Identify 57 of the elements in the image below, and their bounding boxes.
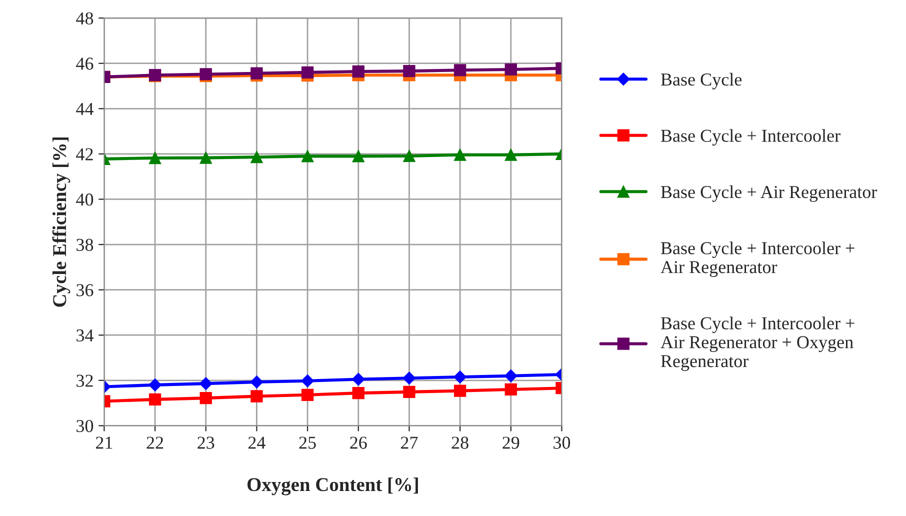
point (454, 370, 466, 384)
point (504, 148, 517, 161)
point (352, 65, 364, 78)
y-tick-label: 30 (76, 420, 94, 432)
y-tick-label: 38 (76, 238, 94, 251)
y-axis-title: Cycle Efficiency [%] (52, 137, 70, 307)
point (504, 383, 517, 396)
point (301, 374, 314, 388)
point (403, 64, 416, 78)
y-tick-label: 46 (76, 58, 94, 70)
point (504, 63, 517, 76)
point (250, 67, 263, 80)
point (403, 150, 416, 162)
point (301, 66, 314, 78)
point (403, 386, 416, 398)
y-tick-label: 32 (76, 374, 93, 387)
y-tick-label: 36 (76, 284, 94, 296)
x-tick-label: 27 (400, 436, 418, 449)
point (352, 150, 364, 162)
point (200, 152, 212, 164)
x-tick-label: 26 (350, 436, 367, 449)
point (200, 392, 212, 404)
x-tick-label: 21 (96, 436, 112, 449)
point (301, 150, 314, 162)
y-tick-label: 40 (76, 193, 94, 206)
point (402, 372, 416, 385)
legend-label: Base Cycle + Air Regenerator (660, 185, 878, 202)
x-tick-label: 25 (299, 436, 316, 449)
point (454, 148, 466, 161)
x-axis-title: Oxygen Content [%] (247, 477, 418, 496)
y-tick-label: 44 (76, 103, 94, 115)
point (148, 393, 162, 406)
x-tick-label: 23 (198, 436, 214, 449)
legend-label: Base Cycle + Intercooler (660, 129, 840, 146)
point (352, 372, 365, 386)
y-tick-label: 42 (76, 148, 93, 160)
point (148, 378, 162, 392)
y-tick-label: 48 (76, 12, 94, 24)
point (250, 376, 264, 388)
point (199, 377, 212, 390)
y-tick-label: 34 (76, 329, 94, 342)
x-tick-label: 22 (146, 436, 164, 449)
legend-label: Base Cycle + Intercooler + Air Regenerator (660, 242, 854, 277)
point (454, 384, 466, 397)
x-tick-label: 28 (452, 436, 468, 449)
x-tick-label: 24 (248, 436, 266, 449)
point (301, 388, 314, 401)
point (504, 369, 518, 382)
x-tick-label: 30 (554, 436, 570, 449)
legend-label: Base Cycle + Intercooler + Air Regenerator + Oxygen Regenerator (660, 316, 854, 371)
legend-label: Base Cycle (660, 72, 742, 90)
x-tick-label: 29 (502, 436, 520, 449)
point (250, 151, 263, 164)
point (250, 390, 263, 402)
point (352, 387, 364, 400)
point (454, 64, 466, 76)
point (148, 152, 162, 164)
